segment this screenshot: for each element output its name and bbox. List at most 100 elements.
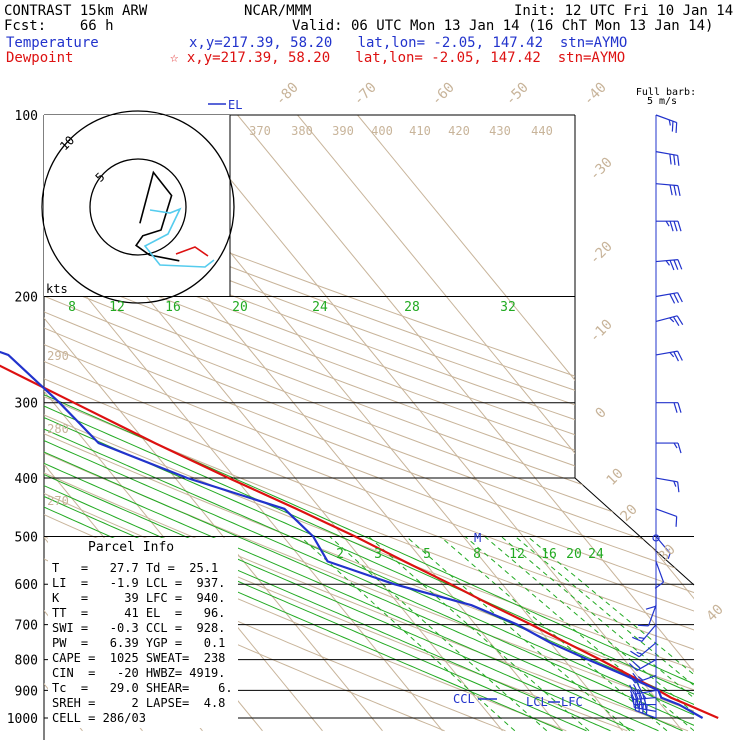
mixing-ratio-line xyxy=(514,536,694,732)
pressure-tick-label: 1000 xyxy=(7,712,38,727)
wind-barb xyxy=(629,683,657,695)
pressure-tick-label: 400 xyxy=(15,472,38,487)
wind-barb xyxy=(655,350,683,362)
moist-adiabat-line xyxy=(44,296,587,732)
mixing-ratio-label: 24 xyxy=(588,547,604,562)
isotherm-line xyxy=(357,115,694,732)
mixing-ratio-line xyxy=(527,536,694,732)
parcel-row: Tc = 29.0 SHEAR= 6. xyxy=(52,681,233,695)
isotherm-line xyxy=(44,115,323,732)
theta-label: 380 xyxy=(291,124,313,138)
theta-label: 440 xyxy=(531,124,553,138)
wind-barb xyxy=(655,183,681,196)
mixing-ratio-line xyxy=(368,536,590,732)
moist-adiabat-line xyxy=(44,296,611,732)
parcel-row: PW = 6.39 YGP = 0.1 xyxy=(52,636,226,650)
theta-label: 280 xyxy=(47,422,69,436)
mixing-ratio-label: 28 xyxy=(404,300,420,315)
wind-barb xyxy=(654,561,665,589)
dry-adiabat-line xyxy=(44,115,694,732)
dewpoint-point-info: ☆ x,y=217.39, 58.20 lat,lon= -2.05, 147.… xyxy=(170,50,626,66)
theta-label: 390 xyxy=(332,124,354,138)
mixing-ratio-line xyxy=(500,536,694,732)
pressure-tick-label: 900 xyxy=(15,684,38,699)
wind-barb xyxy=(656,220,682,232)
dry-adiabat-line xyxy=(44,115,694,732)
isotherm-label: -60 xyxy=(429,80,458,109)
dry-adiabat-line xyxy=(44,115,689,732)
wind-barb xyxy=(655,508,678,527)
dry-adiabat-line xyxy=(44,115,694,732)
mixing-ratio-label: 3 xyxy=(374,547,382,562)
mixing-ratio-label: 8 xyxy=(473,547,481,562)
theta-label: 370 xyxy=(249,124,271,138)
dewpoint-profile xyxy=(0,350,704,719)
dry-adiabat-line xyxy=(44,115,694,732)
wind-barb xyxy=(655,151,680,166)
isotherm-label: -30 xyxy=(587,155,616,184)
mixing-ratio-label: 20 xyxy=(232,300,248,315)
lcl-label: LCL xyxy=(526,695,548,709)
isotherm-label: -10 xyxy=(587,317,616,346)
isotherm-line xyxy=(44,115,383,732)
hodograph-trace-upper xyxy=(134,170,180,262)
valid-time: Valid: 06 UTC Mon 13 Jan 14 (16 ChT Mon … xyxy=(292,18,714,34)
dry-adiabat-line xyxy=(44,115,694,732)
el-label: EL xyxy=(228,98,242,112)
mixing-ratio-line xyxy=(405,536,631,732)
mixing-ratio-label: 24 xyxy=(312,300,328,315)
dry-adiabat-line xyxy=(44,115,694,732)
mixing-ratio-label: 12 xyxy=(509,547,525,562)
mixing-ratio-label: 16 xyxy=(165,300,181,315)
parcel-row: T = 27.7 Td = 25.1 xyxy=(52,561,219,575)
wind-barb xyxy=(655,259,683,271)
isotherm-label: -20 xyxy=(587,239,616,268)
mixing-ratio-label: 12 xyxy=(109,300,125,315)
pressure-tick-label: 600 xyxy=(15,578,38,593)
theta-label: 420 xyxy=(448,124,470,138)
frame-edge xyxy=(574,477,695,586)
init-time: Init: 12 UTC Fri 10 Jan 14 xyxy=(514,3,734,19)
parcel-row: SWI = -0.3 CCL = 928. xyxy=(52,621,226,635)
wind-barb xyxy=(656,442,682,454)
theta-label: 400 xyxy=(371,124,393,138)
isotherm-label: 40 xyxy=(704,602,727,625)
full-barb-label: Full barb: xyxy=(636,87,696,98)
mixing-ratio-label: 5 xyxy=(423,547,431,562)
dry-adiabat-line xyxy=(44,115,694,732)
dry-adiabat-line xyxy=(44,115,694,732)
calm-wind-marker xyxy=(652,534,660,542)
wind-barb xyxy=(655,315,684,327)
isotherm-line xyxy=(177,115,683,732)
moist-adiabat-line xyxy=(44,296,694,732)
moist-adiabat-line xyxy=(44,296,659,732)
pressure-tick-label: 100 xyxy=(15,109,38,124)
source-label: NCAR/MMM xyxy=(244,3,312,19)
pressure-tick-label: 800 xyxy=(15,654,38,669)
hodograph-units: kts xyxy=(46,282,68,296)
mixing-ratio-label: 20 xyxy=(566,547,582,562)
parcel-row: CIN = -20 HWBZ= 4919. xyxy=(52,666,226,680)
wind-barb xyxy=(628,659,657,672)
moist-adiabat-line xyxy=(44,296,635,732)
isotherm-label: 30 xyxy=(656,542,679,565)
theta-label: 270 xyxy=(47,494,69,508)
hodograph-trace-mid xyxy=(175,246,209,257)
parcel-row: K = 39 LFC = 940. xyxy=(52,591,226,605)
dry-adiabat-line xyxy=(44,115,694,732)
parcel-info-panel: Parcel Info T = 27.7 Td = 25.1 LI = -1.9… xyxy=(48,538,238,728)
lfc-label: LFC xyxy=(561,695,583,709)
isotherm-label: 10 xyxy=(604,466,627,489)
mixing-ratio-label: 16 xyxy=(541,547,557,562)
isotherm-label: -70 xyxy=(351,80,380,109)
isotherm-line xyxy=(297,115,694,732)
temperature-legend: Temperature xyxy=(6,35,99,51)
dry-adiabat-line xyxy=(44,115,694,732)
model-title: CONTRAST 15km ARW xyxy=(4,3,148,19)
theta-label: 290 xyxy=(47,349,69,363)
moist-adiabat-line xyxy=(44,296,563,732)
mixing-ratio-line xyxy=(329,536,548,732)
hodograph-background xyxy=(44,115,230,296)
wind-barb xyxy=(632,624,657,642)
